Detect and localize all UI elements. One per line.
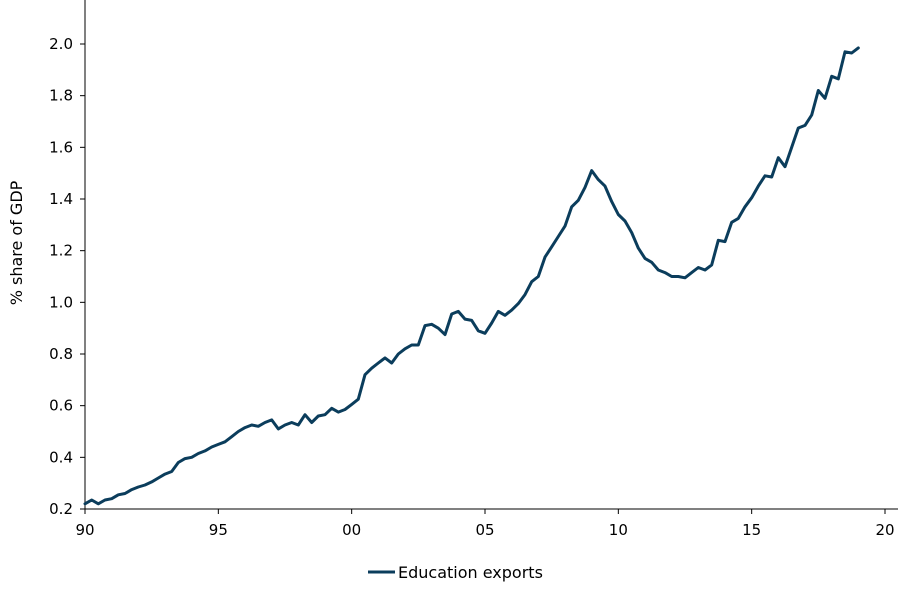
y-tick-label: 1.6	[49, 138, 73, 156]
y-tick-label: 0.8	[49, 345, 73, 363]
x-tick-label: 15	[742, 521, 761, 539]
y-axis-title: % share of GDP	[7, 180, 26, 305]
y-tick-label: 1.4	[49, 190, 73, 208]
x-tick-label: 10	[609, 521, 628, 539]
series-layer	[83, 46, 860, 506]
legend-label-education-exports: Education exports	[398, 563, 543, 582]
x-tick-label: 90	[75, 521, 94, 539]
y-tick-label: 0.6	[49, 397, 73, 415]
y-tick-label: 1.2	[49, 242, 73, 260]
y-tick-label: 0.2	[49, 500, 73, 518]
y-ticks: 0.2 0.4 0.6 0.8 1.0 1.2 1.4 1.6 1.8 2.0	[49, 35, 85, 518]
axes	[84, 0, 898, 510]
y-tick-label: 0.4	[49, 448, 73, 466]
series-line-education-exports	[83, 46, 860, 506]
x-tick-label: 00	[342, 521, 361, 539]
x-tick-label: 20	[875, 521, 894, 539]
legend: Education exports	[368, 563, 543, 582]
y-tick-label: 1.8	[49, 87, 73, 105]
x-ticks: 90 95 00 05 10 15 20	[75, 509, 895, 539]
y-tick-label: 1.0	[49, 293, 73, 311]
y-tick-label: 2.0	[49, 35, 73, 53]
x-tick-label: 05	[475, 521, 494, 539]
x-tick-label: 95	[209, 521, 228, 539]
